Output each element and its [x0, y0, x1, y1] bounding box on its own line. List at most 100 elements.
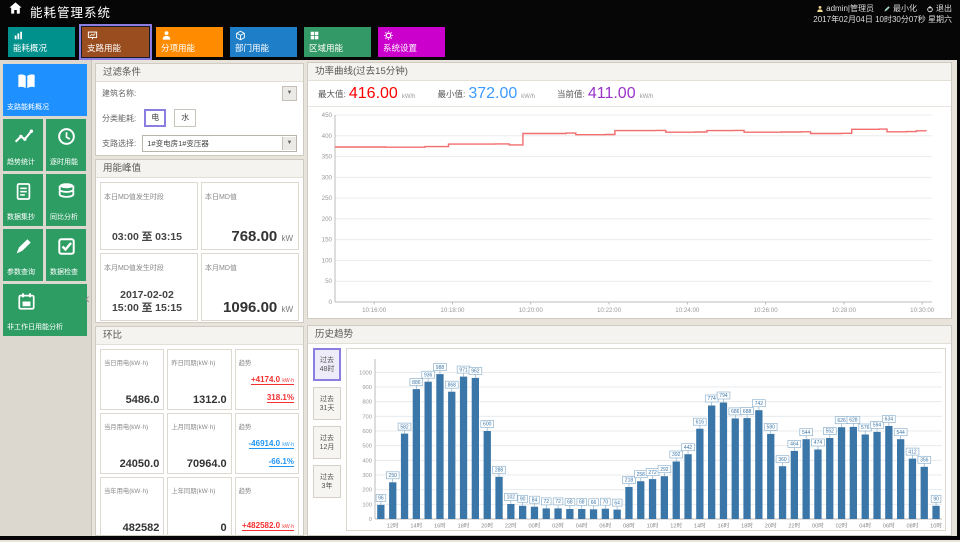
building-name-label: 建筑名称: [102, 89, 137, 98]
ring-card-label: 昨日同期(kW·h) [171, 360, 216, 367]
sidebar-item-nonworkday-analysis[interactable]: 非工作日用能分析 [3, 284, 87, 336]
trend-line-icon [14, 129, 34, 143]
logout-button[interactable]: 退出 [926, 3, 952, 14]
ring-trend-lines: +4174.0 kW·h 318.1% [250, 369, 294, 405]
svg-text:634: 634 [885, 417, 894, 423]
svg-text:68: 68 [579, 500, 585, 506]
svg-text:774: 774 [707, 396, 716, 402]
peak-card-time: 2017-02-02 15:00 至 15:15 [111, 289, 183, 314]
sidebar-item-trend-statistics[interactable]: 趋势统计 [3, 119, 43, 171]
ring-comparison-panel: 环比 当日用电(kW·h) 5486.0 昨日同期(kW·h) 1312.0 趋势 +41… [95, 326, 304, 538]
svg-text:10:20:00: 10:20:00 [519, 307, 544, 314]
svg-text:936: 936 [424, 372, 433, 378]
current-value: 411.00 [587, 84, 636, 102]
person-icon [162, 31, 171, 40]
svg-text:00时: 00时 [529, 522, 541, 530]
sidebar-item-parameter-query[interactable]: 参数查询 [3, 229, 43, 281]
svg-text:218: 218 [625, 478, 634, 484]
range-past-12m[interactable]: 过去 12月 [313, 426, 341, 459]
current-value-label: 当前值: [556, 88, 585, 99]
range-past-31d[interactable]: 过去 31天 [313, 387, 341, 420]
sidebar-item-data-check[interactable]: 数据检查 [46, 229, 86, 281]
svg-text:794: 794 [719, 393, 728, 399]
history-range-buttons: 过去 48时过去 31天过去 12月过去 3年 [313, 348, 341, 531]
svg-text:84: 84 [532, 497, 538, 503]
gear-icon [383, 30, 394, 41]
window-edge-right [957, 0, 960, 540]
title-bar: 能耗管理系统 admin|管理员 最小化 退出 2017年02月04日 10时3… [0, 0, 960, 60]
sidebar-item-meter-reading-label: 数据集抄 [7, 214, 35, 221]
ring-trend-line-wrap: +4174.0 kW·h [250, 369, 294, 387]
svg-text:06时: 06时 [883, 522, 895, 530]
sidebar-collapse-handle[interactable]: ‹ [85, 290, 90, 306]
tab-subitem-energy[interactable]: 分项用能 [156, 27, 223, 57]
tab-system-settings[interactable]: 系统设置 [378, 27, 445, 57]
current-value-unit: kW/h [639, 93, 654, 100]
svg-text:600: 600 [483, 422, 492, 428]
svg-text:90: 90 [933, 497, 939, 503]
svg-text:70: 70 [603, 499, 609, 505]
ring-trend-value: +4174.0 kW·h [250, 375, 294, 385]
power-curve-title: 功率曲线(过去15分钟) [308, 63, 951, 81]
svg-text:272: 272 [648, 470, 657, 476]
svg-text:544: 544 [802, 430, 811, 436]
ring-trend-value: +482582.0 kW·h [242, 521, 294, 531]
ring-card-label: 趋势 [238, 424, 252, 431]
power-stats-row: 最大值: 416.00 kW/h 最小值: 372.00 kW/h 当前值: 4… [308, 81, 951, 107]
sidebar-item-meter-reading[interactable]: 数据集抄 [3, 174, 43, 226]
category-electric-button[interactable]: 电 [144, 109, 167, 127]
peak-card-label: 本月MD值 [205, 265, 237, 272]
tab-region-energy-label: 区域用能 [309, 43, 344, 53]
ring-card-value: 24050.0 [119, 458, 160, 470]
chevron-down-icon: ▼ [282, 136, 296, 150]
svg-text:04时: 04时 [859, 522, 871, 530]
calendar-icon [18, 293, 35, 310]
svg-text:02时: 02时 [552, 522, 564, 530]
sidebar-item-hourly-energy-label: 逐时用能 [50, 159, 78, 166]
ring-card-2-0: 当年用电(kW·h) 482582 [100, 477, 165, 538]
ring-card-0-2: 趋势 +4174.0 kW·h 318.1% [234, 349, 299, 410]
range-past-3y[interactable]: 过去 3年 [313, 465, 341, 498]
peak-card-label: 本日MD值 [205, 194, 237, 201]
tab-region-energy[interactable]: 区域用能 [304, 27, 371, 57]
svg-text:200: 200 [322, 216, 333, 223]
user-menu[interactable]: admin|管理员 [816, 3, 874, 14]
clock-icon [58, 128, 75, 145]
svg-text:300: 300 [322, 174, 333, 181]
range-past-48h[interactable]: 过去 48时 [313, 348, 341, 381]
svg-text:250: 250 [322, 195, 333, 202]
datetime-display: 2017年02月04日 10时30分07秒 星期六 [813, 15, 952, 24]
filter-panel-title: 过滤条件 [96, 64, 303, 82]
sidebar-item-parameter-query-label: 参数查询 [7, 269, 35, 276]
min-value-label: 最小值: [437, 88, 466, 99]
svg-text:886: 886 [412, 380, 421, 386]
tab-department-energy-label: 部门用能 [235, 43, 270, 53]
svg-text:442: 442 [684, 445, 693, 451]
minimize-button[interactable]: 最小化 [883, 3, 917, 14]
power-line-chart: 0 50 100 150 200 250 300 350 400 450 10:16:00 10:18… [308, 107, 951, 322]
sidebar-item-nonworkday-analysis-label: 非工作日用能分析 [7, 324, 63, 331]
history-bar-chart-svg: 0 100 200 300 400 500 600 700 800 900 1000 96 250 12时… [359, 359, 942, 530]
tab-energy-overview[interactable]: 能耗概况 [8, 27, 75, 57]
sidebar-item-yoy-analysis[interactable]: 同比分析 [46, 174, 86, 226]
svg-text:742: 742 [755, 401, 764, 407]
tab-subitem-energy-label: 分项用能 [161, 43, 196, 53]
sidebar: 支路能耗概况 趋势统计 逐时用能数据集抄 同比分析参数查询 数据检查非工作日用能分析 [0, 60, 92, 536]
trend-board-icon [87, 31, 98, 40]
check-box-icon [58, 238, 75, 255]
svg-text:258: 258 [637, 472, 646, 478]
sidebar-item-yoy-analysis-label: 同比分析 [50, 214, 78, 221]
svg-text:10:24:00: 10:24:00 [675, 307, 700, 314]
sidebar-item-hourly-energy[interactable]: 逐时用能 [46, 119, 86, 171]
svg-text:10:28:00: 10:28:00 [832, 307, 857, 314]
svg-text:68: 68 [567, 500, 573, 506]
branch-select[interactable]: 1#变电房1#变压器 ▼ [142, 134, 297, 152]
peak-card-3: 本月MD值 1096.00 kW [201, 253, 299, 321]
tab-department-energy[interactable]: 部门用能 [230, 27, 297, 57]
svg-text:400: 400 [362, 458, 372, 464]
category-water-button[interactable]: 水 [174, 109, 197, 127]
building-dropdown-button[interactable]: ▼ [282, 86, 297, 101]
svg-text:18时: 18时 [458, 522, 470, 530]
tab-branch-energy[interactable]: 支路用能 [82, 27, 149, 57]
sidebar-item-branch-overview[interactable]: 支路能耗概况 [3, 64, 87, 116]
